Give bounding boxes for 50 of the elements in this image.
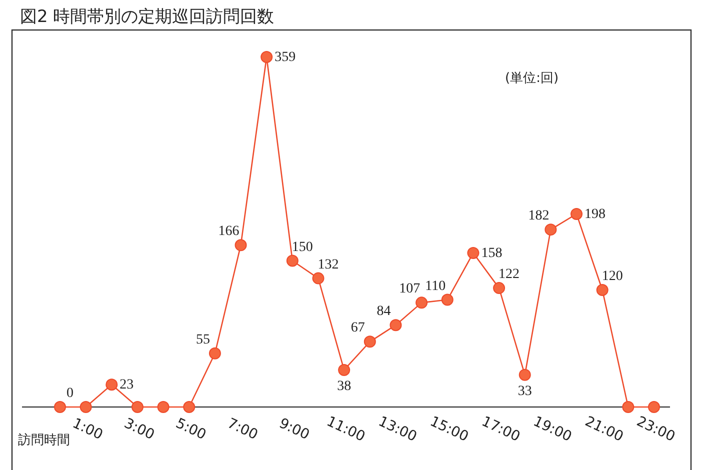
data-label: 120 xyxy=(602,269,623,284)
data-label: 182 xyxy=(528,208,550,224)
point xyxy=(364,336,376,348)
data-label: 33 xyxy=(518,384,532,399)
point xyxy=(648,401,660,413)
point xyxy=(338,364,350,376)
x-tick-label: 7:00 xyxy=(224,415,260,444)
point xyxy=(416,296,428,309)
point xyxy=(312,272,324,284)
point xyxy=(157,401,170,413)
x-tick-label: 3:00 xyxy=(122,415,157,444)
point xyxy=(596,284,608,296)
x-tick-label: 9:00 xyxy=(276,415,312,444)
x-tick-label: 1:00 xyxy=(70,415,106,444)
point xyxy=(441,294,454,306)
data-label: 110 xyxy=(425,278,446,294)
point xyxy=(570,208,583,220)
x-tick-label: 5:00 xyxy=(173,415,208,444)
point xyxy=(208,347,221,360)
point xyxy=(131,401,144,413)
point xyxy=(80,401,92,413)
data-label: 107 xyxy=(399,282,420,297)
point xyxy=(234,239,247,252)
data-label: 166 xyxy=(218,224,240,240)
data-label: 198 xyxy=(584,206,606,222)
data-label: 150 xyxy=(292,240,313,255)
point xyxy=(54,401,66,413)
data-label: 84 xyxy=(376,304,391,320)
point xyxy=(286,254,298,267)
point xyxy=(390,319,402,332)
data-label: 122 xyxy=(498,267,520,282)
point xyxy=(518,368,531,381)
point xyxy=(467,246,480,259)
point xyxy=(183,401,196,413)
data-label: 0 xyxy=(66,386,74,401)
data-label: 132 xyxy=(318,257,339,272)
chart-title: 図2 時間帯別の定期巡回訪問回数 xyxy=(20,7,274,27)
point xyxy=(493,282,506,294)
point xyxy=(622,401,634,413)
point xyxy=(106,378,118,391)
data-label: 23 xyxy=(120,378,134,393)
data-label: 67 xyxy=(350,320,365,336)
data-label: 359 xyxy=(274,50,296,65)
data-label: 38 xyxy=(337,378,352,394)
data-label: 55 xyxy=(196,332,210,348)
point xyxy=(544,224,557,236)
data-label: 158 xyxy=(481,246,502,261)
annotation: (単位:回) xyxy=(505,71,559,86)
point xyxy=(260,51,273,63)
x-axis-title: 訪問時間 xyxy=(18,433,70,448)
